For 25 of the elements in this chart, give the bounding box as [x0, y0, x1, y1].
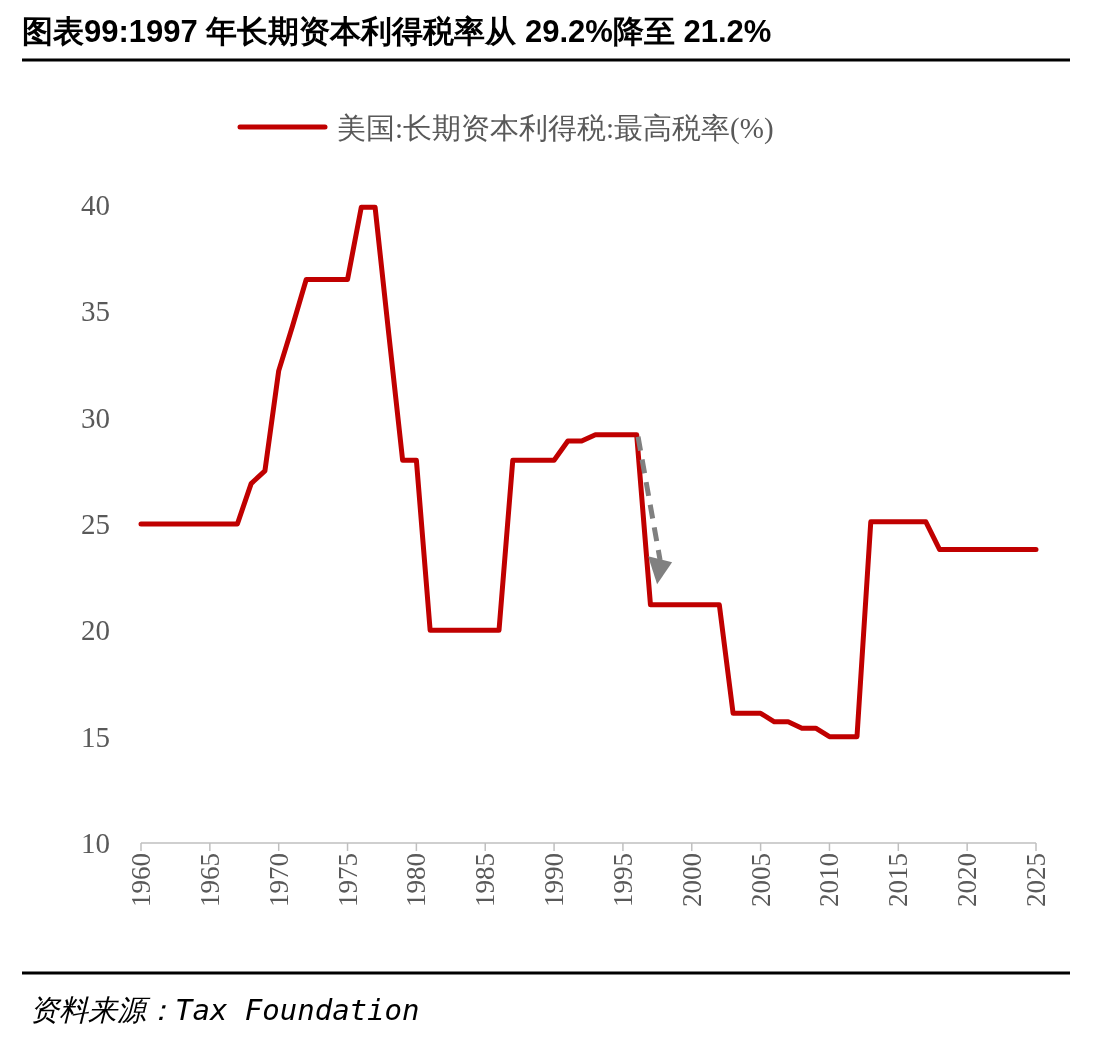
x-tick-label: 1975	[332, 853, 363, 907]
x-tick-label: 2010	[814, 853, 845, 907]
y-tick-label: 40	[81, 189, 110, 221]
chart-title: 图表99:1997 年长期资本利得税率从 29.2%降至 21.2%	[22, 14, 772, 49]
y-tick-label: 20	[81, 614, 110, 647]
x-tick-label: 2025	[1021, 853, 1051, 907]
x-tick-label: 1980	[401, 853, 432, 907]
y-tick-label: 10	[81, 827, 110, 859]
y-tick-label: 30	[81, 401, 110, 434]
x-tick-label: 1985	[470, 853, 501, 907]
y-tick-label: 25	[81, 508, 110, 540]
x-tick-label: 1970	[263, 853, 294, 907]
legend: 美国:长期资本利得税:最高税率(%)	[237, 112, 774, 144]
x-tick-label: 1965	[194, 853, 225, 907]
y-tick-label: 35	[81, 295, 110, 328]
text: 资料来源：Tax Foundation	[30, 993, 420, 1027]
x-tick-label: 2000	[676, 853, 707, 907]
legend-label: 美国:长期资本利得税:最高税率(%)	[337, 112, 774, 145]
x-tick-label: 2015	[883, 853, 914, 907]
x-tick-label: 1960	[126, 853, 156, 907]
x-tick-label: 1990	[539, 853, 570, 907]
y-tick-label: 15	[81, 720, 110, 753]
x-tick-label: 2005	[745, 853, 776, 907]
x-tick-label: 2020	[952, 853, 983, 907]
x-tick-label: 1995	[607, 853, 638, 907]
